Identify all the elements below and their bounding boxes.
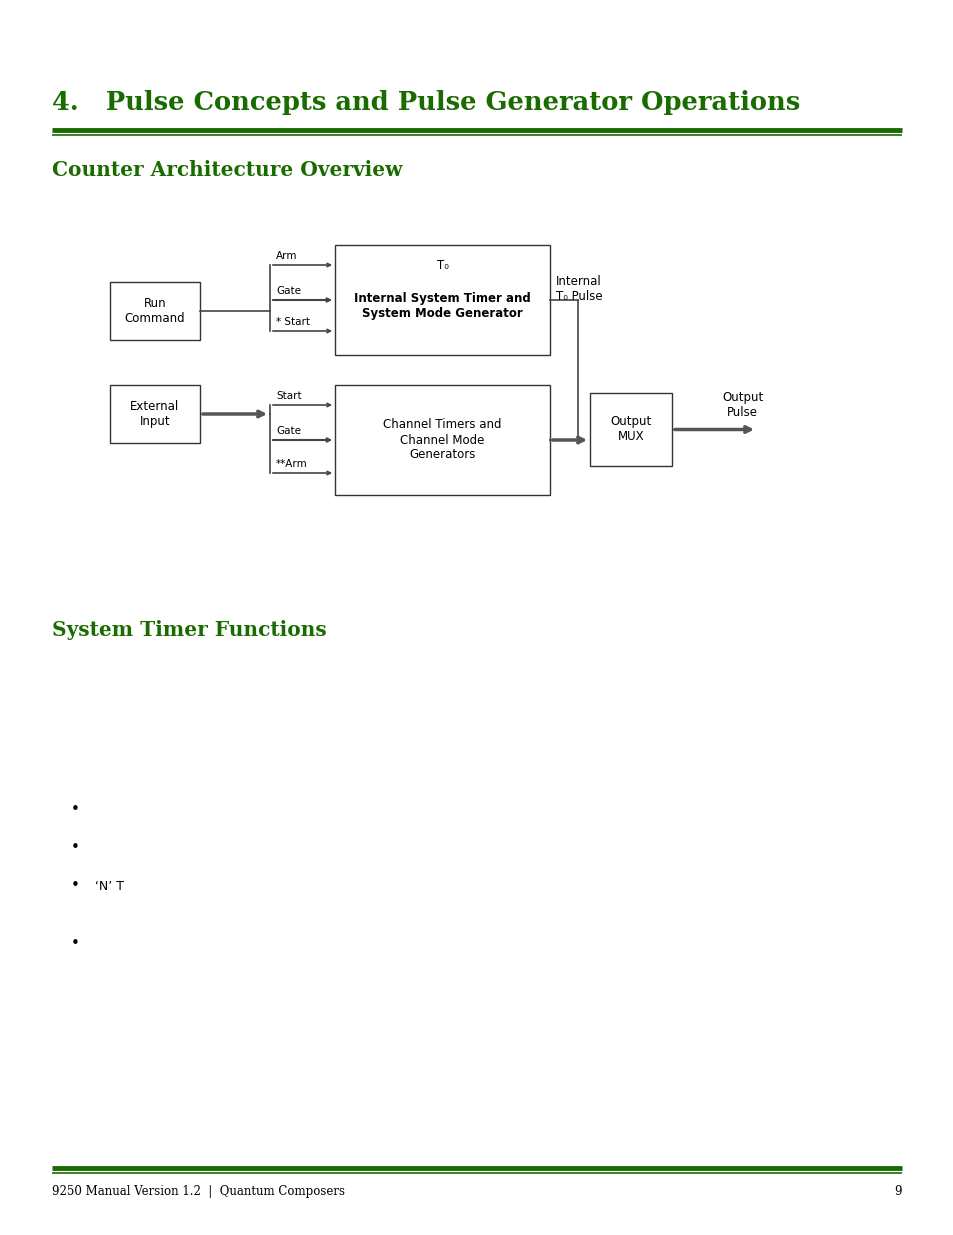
Text: Counter Architecture Overview: Counter Architecture Overview — [52, 161, 402, 180]
Text: Gate: Gate — [275, 426, 301, 436]
Text: T₀: T₀ — [436, 259, 448, 272]
Text: External
Input: External Input — [131, 400, 179, 429]
Text: * Start: * Start — [275, 317, 310, 327]
Bar — [335, 385, 550, 495]
Text: System Timer Functions: System Timer Functions — [52, 620, 327, 640]
Text: 9250 Manual Version 1.2  |  Quantum Composers: 9250 Manual Version 1.2 | Quantum Compos… — [52, 1186, 345, 1198]
Text: •: • — [71, 803, 79, 818]
Text: **Arm: **Arm — [275, 459, 308, 469]
Text: Output
Pulse: Output Pulse — [721, 391, 762, 420]
Text: •: • — [71, 936, 79, 951]
Text: •: • — [71, 878, 79, 893]
Bar — [110, 385, 200, 443]
Text: Run
Command: Run Command — [125, 296, 185, 325]
Text: Gate: Gate — [275, 287, 301, 296]
Text: ‘N’ T: ‘N’ T — [95, 879, 124, 893]
Text: Channel Timers and
Channel Mode
Generators: Channel Timers and Channel Mode Generato… — [383, 419, 501, 462]
Bar — [335, 245, 550, 354]
Text: Internal
T₀ Pulse: Internal T₀ Pulse — [556, 275, 602, 303]
Text: Start: Start — [275, 391, 301, 401]
Text: Arm: Arm — [275, 251, 297, 261]
Text: Internal System Timer and
System Mode Generator: Internal System Timer and System Mode Ge… — [354, 291, 530, 320]
Text: •: • — [71, 841, 79, 856]
Text: Output
MUX: Output MUX — [610, 415, 651, 443]
Text: 4.   Pulse Concepts and Pulse Generator Operations: 4. Pulse Concepts and Pulse Generator Op… — [52, 90, 800, 115]
Bar — [589, 393, 671, 466]
Bar — [110, 282, 200, 340]
Text: 9: 9 — [894, 1186, 901, 1198]
